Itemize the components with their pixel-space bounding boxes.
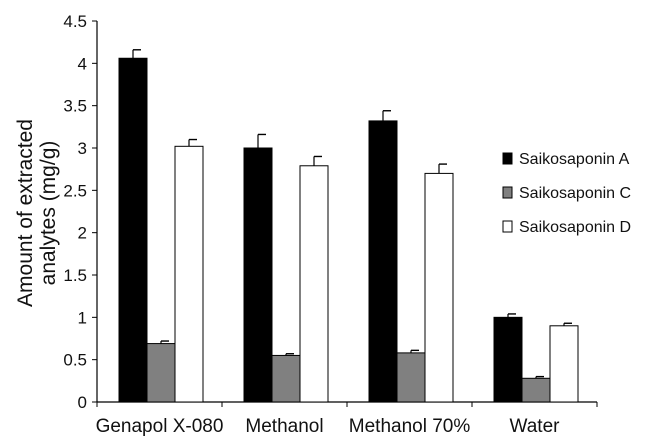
y-tick-label: 3 xyxy=(78,139,87,158)
bar xyxy=(299,165,329,403)
y-tick-label: 3.5 xyxy=(63,97,87,116)
x-tick-label: Methanol 70% xyxy=(349,416,471,436)
y-tick-label: 0 xyxy=(78,393,87,412)
legend-label: Saikosaponin D xyxy=(519,219,631,236)
bar xyxy=(396,352,426,403)
y-tick-label: 1.5 xyxy=(63,266,87,285)
x-tick-label: Genapol X-080 xyxy=(96,416,224,436)
bar xyxy=(118,57,148,403)
y-axis-title-line-2: analytes (mg/g) xyxy=(37,141,60,286)
plot-area: 0 0.5 1 1.5 2 2.5 3 3.5 4 4.5 Genapol X-080 Methano… xyxy=(63,12,598,436)
y-axis-title-line-1: Amount of extracted xyxy=(14,119,37,307)
bar xyxy=(243,147,273,403)
y-tick-label: 2.5 xyxy=(63,181,87,200)
legend-label: Saikosaponin A xyxy=(519,151,630,168)
bar xyxy=(271,354,301,403)
x-tick-label: Water xyxy=(510,416,561,436)
y-tick-label: 1 xyxy=(78,308,87,327)
bar xyxy=(493,316,523,403)
bar xyxy=(549,325,579,403)
legend-swatch xyxy=(502,152,513,165)
y-tick-label: 0.5 xyxy=(63,351,87,370)
bar xyxy=(424,172,454,403)
bar xyxy=(521,377,551,403)
legend-swatch xyxy=(502,220,513,233)
legend-swatch xyxy=(502,186,513,199)
bar xyxy=(174,145,204,403)
legend-label: Saikosaponin C xyxy=(519,185,631,202)
legend: Saikosaponin A Saikosaponin C Saikosaponin… xyxy=(502,151,631,236)
x-tick-label: Methanol xyxy=(245,416,323,436)
y-tick-label: 2 xyxy=(78,224,87,243)
bar xyxy=(146,343,176,403)
bar xyxy=(368,120,398,403)
y-tick-label: 4 xyxy=(78,54,87,73)
y-axis-title: Amount of extracted analytes (mg/g) xyxy=(14,119,60,307)
y-tick-label: 4.5 xyxy=(63,12,87,31)
